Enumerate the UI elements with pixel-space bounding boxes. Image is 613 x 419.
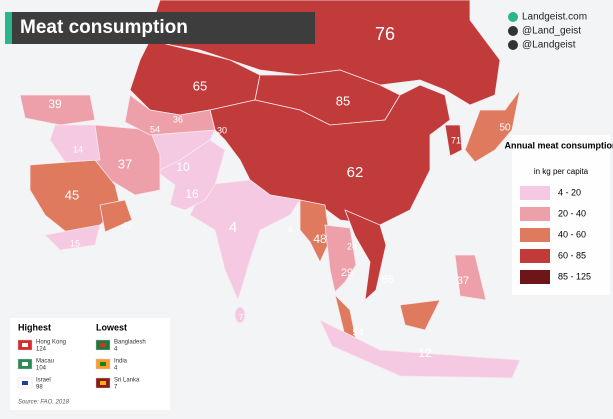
item-name: India [114, 359, 128, 365]
item-name: Hong Kong [36, 340, 66, 346]
item-value: 4 [114, 366, 118, 372]
extremes-box [10, 318, 170, 410]
legend-swatch [520, 270, 550, 284]
country [124, 94, 216, 136]
legend-title: Annual meat consumption [504, 140, 613, 150]
map-label: 36 [173, 114, 183, 124]
legend-label: 20 - 40 [558, 208, 586, 218]
map-label: 29 [341, 267, 353, 279]
country [19, 94, 96, 126]
icon [508, 12, 518, 22]
map-label: 45 [65, 187, 79, 202]
item-value: 104 [36, 366, 47, 372]
item-value: 98 [36, 385, 43, 391]
map-label: 50 [499, 123, 511, 134]
country [44, 224, 101, 251]
source: Source: FAO, 2018 [18, 400, 70, 406]
map-label: 39 [48, 97, 62, 111]
country [324, 224, 357, 293]
item-name: Macau [36, 359, 54, 365]
map-label: 4 [287, 224, 292, 234]
map-label: 42 [122, 220, 132, 230]
title-bar [5, 12, 315, 44]
flag-detail [22, 362, 28, 366]
map-label: 7 [239, 313, 244, 322]
group-title: Lowest [96, 322, 127, 332]
map-label: 65 [193, 78, 207, 93]
legend-label: 60 - 85 [558, 250, 586, 260]
country [319, 319, 521, 379]
country [454, 254, 487, 301]
flag-detail [100, 381, 106, 385]
brand-instagram: @Land_geist [522, 26, 581, 37]
flag-detail [22, 343, 28, 347]
map-label: 16 [185, 187, 199, 201]
legend: Annual meat consumption in kg per capita 4… [504, 140, 613, 284]
country [344, 209, 387, 302]
countries [19, 0, 521, 379]
item-value: 124 [36, 347, 47, 353]
item-value: 7 [114, 385, 118, 391]
flag-detail [100, 343, 106, 347]
legend-label: 4 - 20 [558, 187, 581, 197]
item-name: Israel [36, 378, 51, 384]
map-label: 54 [352, 328, 364, 339]
country [189, 179, 301, 302]
legend-label: 40 - 60 [558, 229, 586, 239]
map-label: 4 [229, 219, 237, 236]
legend-label: 85 - 125 [558, 271, 591, 281]
title: Meat consumption [20, 17, 188, 38]
map-label: 76 [375, 24, 395, 44]
map-labels: 76 65 85 62 39 37 45 42 15 14 54 36 30 10 16 4 4 7 48 29 24 6… [48, 24, 511, 360]
legend-swatch [520, 249, 550, 263]
map-label: 10 [176, 160, 190, 174]
brand-site: Landgeist.com [522, 12, 587, 23]
group-title: Highest [18, 322, 51, 332]
legend-swatch [520, 186, 550, 200]
legend-swatch [520, 207, 550, 221]
flag-detail [22, 381, 28, 385]
map-label: 54 [150, 124, 160, 134]
map-label: 12 [418, 346, 432, 360]
item-value: 4 [114, 347, 118, 353]
map-label: 71 [451, 135, 461, 145]
country [209, 84, 451, 226]
country [299, 199, 331, 263]
country [444, 124, 463, 157]
title-accent [5, 12, 12, 44]
map-label: 24 [347, 241, 357, 251]
map-label: 62 [347, 164, 364, 181]
country [464, 89, 521, 163]
flag-detail [100, 362, 106, 366]
icon [508, 40, 518, 50]
icon [508, 26, 518, 36]
country [99, 199, 133, 233]
country [399, 299, 441, 331]
country [49, 124, 101, 163]
item-name: Sri Lanka [114, 378, 140, 384]
map-label: 48 [313, 232, 327, 246]
legend-subtitle: in kg per capita [534, 167, 589, 176]
item-name: Bangladesh [114, 340, 146, 346]
map-label: 65 [382, 274, 394, 286]
map-label: 15 [70, 238, 80, 248]
legend-swatch [520, 228, 550, 242]
country [234, 306, 246, 324]
map-label: 85 [336, 93, 350, 108]
brand-twitter: @Landgeist [522, 40, 576, 51]
map-label: 30 [217, 125, 227, 135]
map-label: 14 [73, 144, 83, 154]
map-label: 37 [118, 156, 132, 171]
map-label: 37 [457, 275, 469, 287]
